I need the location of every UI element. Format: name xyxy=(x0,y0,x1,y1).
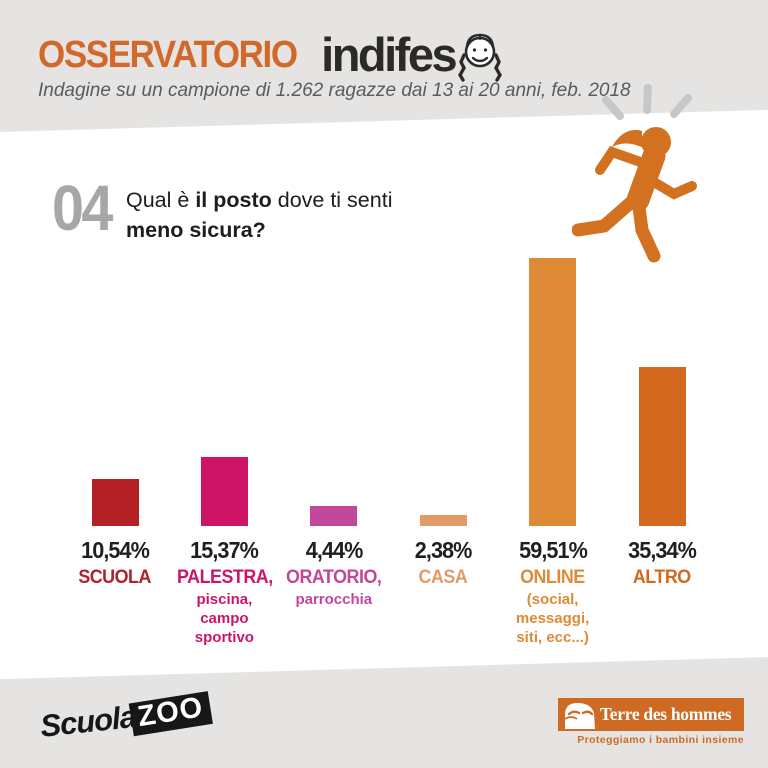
question-bold1: il posto xyxy=(195,188,272,212)
question-part1: Qual è xyxy=(126,188,196,212)
percent-label: 10,54% xyxy=(81,537,150,563)
chart-column-casa: 2,38% CASA xyxy=(387,190,499,591)
alarm-dashes-icon xyxy=(602,84,692,120)
percent-label: 15,37% xyxy=(190,537,260,563)
percent-label: 59,51% xyxy=(518,537,588,563)
percent-label: 35,34% xyxy=(628,537,697,563)
bar xyxy=(638,366,686,526)
brand-primary-text: OSSERVATORIO xyxy=(38,34,298,76)
question-part2: dove ti senti xyxy=(271,188,393,212)
category-label: ONLINE xyxy=(520,567,585,588)
category-sublabel: piscina, campo sportivo xyxy=(194,591,254,646)
terre-des-hommes-banner: Terre des hommes xyxy=(558,698,744,731)
terre-des-hommes-face-icon xyxy=(564,702,595,729)
percent-label: 2,38% xyxy=(414,537,473,563)
category-sublabel: (social, messaggi, siti, ecc...) xyxy=(515,591,590,646)
chart-column-scuola: 10,54% SCUOLA xyxy=(59,190,171,591)
percent-label: 4,44% xyxy=(305,537,363,563)
chart-column-altro: 35,34% ALTRO xyxy=(606,190,718,591)
bar xyxy=(200,456,248,526)
survey-subtitle: Indagine su un campione di 1.262 ragazze… xyxy=(38,80,631,101)
terre-des-hommes-tagline: Proteggiamo i bambini insieme xyxy=(577,734,744,746)
bar xyxy=(310,506,358,526)
terre-des-hommes-logo: Terre des hommes Proteggiamo i bambini i… xyxy=(558,698,744,746)
question-number: 04 xyxy=(52,172,113,244)
category-label: ALTRO xyxy=(633,567,691,588)
brand-logo: OSSERVATORIO indifes xyxy=(38,28,506,82)
bar xyxy=(529,258,577,526)
category-label: ORATORIO, xyxy=(286,567,382,588)
bar xyxy=(91,478,139,526)
chart-column-oratorio: 4,44% ORATORIO, parrocchia xyxy=(278,190,390,610)
chart-column-online: 59,51% ONLINE (social, messaggi, siti, ecc… xyxy=(497,190,609,647)
bar xyxy=(419,515,467,526)
chart-column-palestra: 15,37% PALESTRA, piscina, campo sportivo xyxy=(168,190,280,647)
terre-des-hommes-name: Terre des hommes xyxy=(600,704,732,724)
category-label: CASA xyxy=(418,567,468,588)
category-sublabel: parrocchia xyxy=(295,591,373,608)
girl-face-icon xyxy=(458,33,503,82)
running-girl-icon xyxy=(572,84,697,263)
question-bold2: meno sicura? xyxy=(126,217,266,242)
question-text: Qual è il posto dove ti senti meno sicur… xyxy=(126,186,392,245)
category-label: SCUOLA xyxy=(78,567,152,588)
brand-secondary-text: indifes xyxy=(321,28,457,82)
category-label: PALESTRA, xyxy=(176,567,273,588)
